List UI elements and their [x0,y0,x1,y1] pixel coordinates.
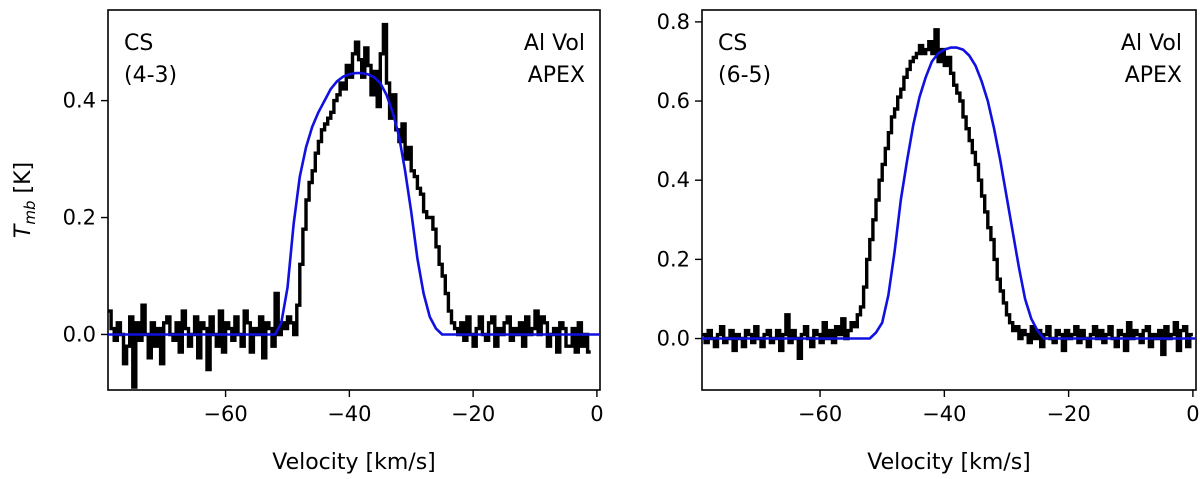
y-axis-label-main: T [11,223,36,238]
annotation-telescope-left: APEX [528,63,585,88]
y-tick-label: 0.0 [657,327,690,351]
x-tick-label: 0 [590,402,603,426]
x-tick-label: −60 [203,402,247,426]
y-tick-label: 0.2 [657,247,690,271]
y-axis-label-unit: [K] [11,162,36,201]
y-axis-label-sub: mb [21,201,39,225]
x-tick-label: −40 [327,402,371,426]
annotation-source-left: Al Vol [524,31,585,56]
yticks-left: 0.0 0.2 0.4 [63,89,108,346]
annotation-transition-right: (6-5) [718,63,771,88]
xticks-left: −60 −40 −20 0 [203,390,604,426]
yticks-right: 0.0 0.2 0.4 0.6 0.8 [657,10,702,351]
x-tick-label: −40 [922,402,966,426]
annotation-species-left: CS [124,31,153,56]
x-tick-label: −60 [798,402,842,426]
xticks-right: −60 −40 −20 0 [798,390,1200,426]
x-tick-label: −20 [451,402,495,426]
annotation-transition-left: (4-3) [124,63,177,88]
y-tick-label: 0.8 [657,10,690,34]
annotation-species-right: CS [718,31,747,56]
y-tick-label: 0.4 [63,89,96,113]
y-tick-label: 0.6 [657,89,690,113]
series-observed-left [108,22,591,389]
y-tick-label: 0.0 [63,322,96,346]
plot-frame-left [107,9,601,391]
panel-cs43: −60 −40 −20 0 0.0 0.2 0.4 CS (4-3) Al Vol APE… [11,9,604,475]
series-fit-right [702,46,1196,340]
annotation-source-right: Al Vol [1121,31,1182,56]
x-tick-label: −20 [1046,402,1090,426]
y-tick-label: 0.2 [63,206,96,230]
series-fit-left [108,71,600,336]
series-observed-right [702,28,1193,360]
series-group-left [108,22,600,389]
y-axis-label-left: Tmb [K] [11,162,39,238]
x-axis-label-left: Velocity [km/s] [272,450,436,475]
y-tick-label: 0.4 [657,168,690,192]
x-tick-label: 0 [1186,402,1199,426]
plot-frame-right [701,9,1197,391]
x-axis-label-right: Velocity [km/s] [867,450,1031,475]
annotation-telescope-right: APEX [1125,63,1182,88]
panel-cs65: −60 −40 −20 0 0.0 0.2 0.4 0.6 0.8 CS (6-5) Al V… [657,9,1200,475]
series-group-right [702,28,1196,360]
